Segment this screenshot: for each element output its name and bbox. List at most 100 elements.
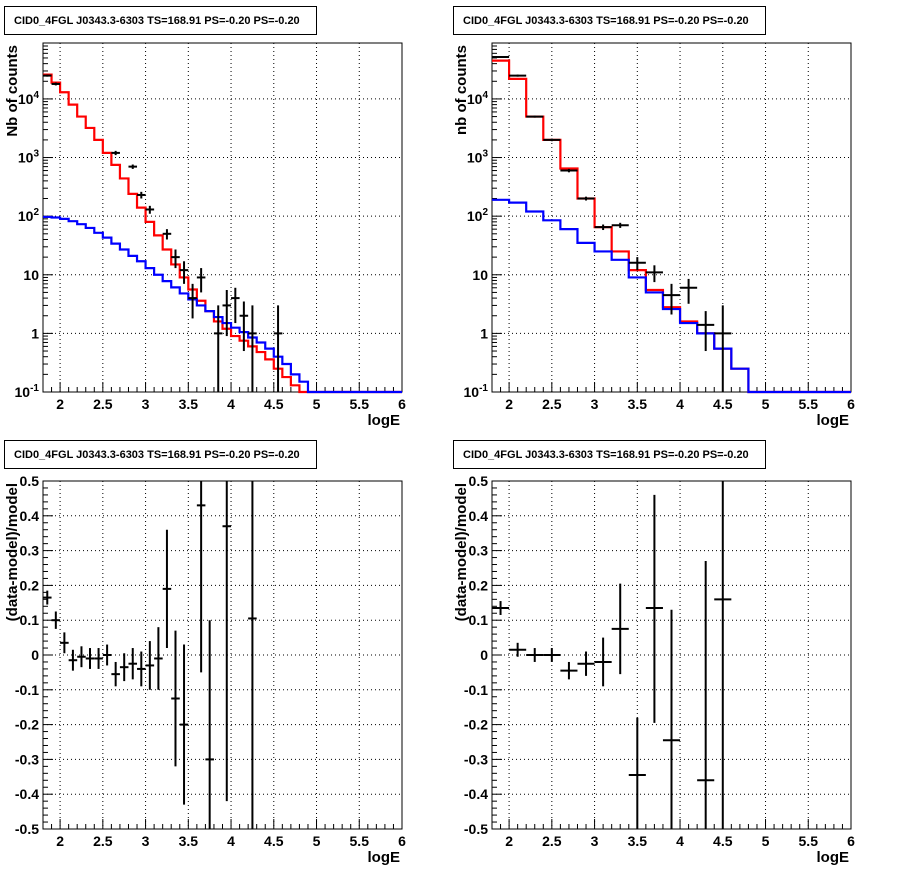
panel3-data-point <box>77 646 86 668</box>
panel4-data-point <box>628 717 646 829</box>
panel3-data-point <box>248 481 257 829</box>
panel3-y-axis-label: (data-model)/model <box>4 483 21 621</box>
panel1-data-point <box>196 268 206 293</box>
panel3-data-point <box>85 648 95 669</box>
panel1-y-tick-label: 102 <box>18 207 40 224</box>
panel2-data-point <box>577 196 595 201</box>
panel2-x-tick-label: 2 <box>505 396 513 412</box>
panel3-y-tick-label: -0.5 <box>15 821 39 837</box>
panel1-y-tick-label: 103 <box>18 149 40 166</box>
panel4-y-tick-label: -0.4 <box>464 786 488 802</box>
chart-title-top-left: CID0_4FGL J0343.3-6303 TS=168.91 PS=-0.2… <box>4 6 317 35</box>
panel2-series-2-line <box>492 198 851 394</box>
panel4-data-point <box>645 494 663 723</box>
panel1-x-tick-label: 3.5 <box>179 396 199 412</box>
panel3-x-tick-label: 2 <box>56 833 64 849</box>
panel2-y-tick-label: 104 <box>467 90 489 107</box>
panel1-data-point <box>137 191 146 199</box>
panel1-data-point <box>111 150 120 156</box>
panel4-y-tick-label: 0.4 <box>469 508 489 524</box>
panel4-y-tick-label: 0.1 <box>469 612 489 628</box>
panel1-data-point <box>179 261 189 284</box>
panel3-data-point <box>196 481 206 673</box>
panel1-x-tick-label: 4 <box>227 396 235 412</box>
panel2-y-axis-label: nb of counts <box>453 45 470 135</box>
panel3-y-tick-label: 0.5 <box>20 473 40 489</box>
panel3-data-point <box>111 661 120 687</box>
panel2-y-tick-label: 1 <box>480 325 488 341</box>
panel4-x-tick-label: 2 <box>505 833 513 849</box>
panel1-series-2-line <box>43 215 402 394</box>
panel2-data-point <box>714 305 732 392</box>
panel3-data-point <box>94 648 103 669</box>
panel1-x-tick-label: 5.5 <box>350 396 370 412</box>
panel2-x-tick-label: 4 <box>676 396 684 412</box>
panel3-y-tick-label: 0.1 <box>20 612 40 628</box>
panel4-y-axis-label: (data-model)/model <box>453 483 470 621</box>
panel2-x-tick-label: 6 <box>847 396 855 412</box>
panel3-x-tick-label: 5 <box>313 833 321 849</box>
panel4-data-point <box>526 648 544 662</box>
panel3-data-point <box>145 641 155 690</box>
panel1-x-tick-label: 6 <box>398 396 406 412</box>
panel3-data-point <box>68 649 78 671</box>
panel2-data-point <box>560 168 578 173</box>
panel3-data-point <box>137 651 146 687</box>
panel2-data-point <box>680 278 698 304</box>
panel3-x-axis-label: logE <box>368 849 401 866</box>
panel3-data-point <box>179 644 189 805</box>
panel3-x-tick-label: 6 <box>398 833 406 849</box>
panel2-x-tick-label: 3 <box>591 396 599 412</box>
panel2-data-point <box>543 138 561 142</box>
panel1-y-tick-label: 10 <box>23 267 39 283</box>
panel4-data-point <box>611 583 629 675</box>
panel1-data-point <box>273 305 283 392</box>
panel4-y-tick-label: 0.3 <box>469 543 489 559</box>
panel1-x-axis-label: logE <box>368 412 401 429</box>
panel3-frame <box>42 480 403 830</box>
panel2-x-axis-label: logE <box>817 412 850 429</box>
panel2-data-point <box>662 283 681 315</box>
panel2-x-tick-label: 5 <box>762 396 770 412</box>
panel1-x-tick-label: 3 <box>142 396 150 412</box>
panel3-data-point <box>154 627 163 690</box>
panel3-x-tick-label: 2.5 <box>93 833 113 849</box>
panel4-y-tick-label: 0.2 <box>469 577 489 593</box>
panel1-x-tick-label: 2 <box>56 396 64 412</box>
panel4-x-tick-label: 2.5 <box>542 833 562 849</box>
panel4-x-axis-label: logE <box>817 849 850 866</box>
panel2-x-tick-label: 4.5 <box>713 396 733 412</box>
panel3-y-tick-label: -0.1 <box>15 682 39 698</box>
panel2-data-point <box>611 222 629 228</box>
panel1-x-tick-label: 5 <box>313 396 321 412</box>
panel1-data-point <box>239 301 249 352</box>
panel1-y-tick-label: 1 <box>31 325 39 341</box>
panel3-data-point <box>119 653 129 682</box>
panel2-data-point <box>697 311 715 352</box>
panel3-data-point <box>60 632 69 654</box>
chart-title-top-right: CID0_4FGL J0343.3-6303 TS=168.91 PS=-0.2… <box>453 6 766 35</box>
panel3-data-point <box>102 644 112 666</box>
panel4-x-tick-label: 6 <box>847 833 855 849</box>
chart-title-bottom-right: CID0_4FGL J0343.3-6303 TS=168.91 PS=-0.2… <box>453 440 766 469</box>
panel1-data-point <box>162 229 172 240</box>
panel4-data-point <box>509 642 527 657</box>
panel3-y-tick-label: 0.3 <box>20 543 40 559</box>
panel3-y-tick-label: 0 <box>31 647 39 663</box>
panel4-x-tick-label: 4 <box>676 833 684 849</box>
panel1-data-point <box>171 249 180 269</box>
panel4-y-tick-label: -0.5 <box>464 821 488 837</box>
panel3-data-point <box>162 529 172 649</box>
panel4-y-tick-label: -0.2 <box>464 717 488 733</box>
panel4-data-point <box>697 561 715 829</box>
panel1-data-point <box>188 283 197 319</box>
panel2-series-1-line <box>492 59 851 394</box>
panel2-x-tick-label: 3.5 <box>628 396 648 412</box>
panel4-data-point <box>662 609 681 829</box>
panel2-frame <box>491 42 852 393</box>
panel2-y-tick-label: 10-1 <box>464 383 489 400</box>
panel3-x-tick-label: 3.5 <box>179 833 199 849</box>
panel4-data-point <box>543 648 561 662</box>
panel3-x-tick-label: 5.5 <box>350 833 370 849</box>
